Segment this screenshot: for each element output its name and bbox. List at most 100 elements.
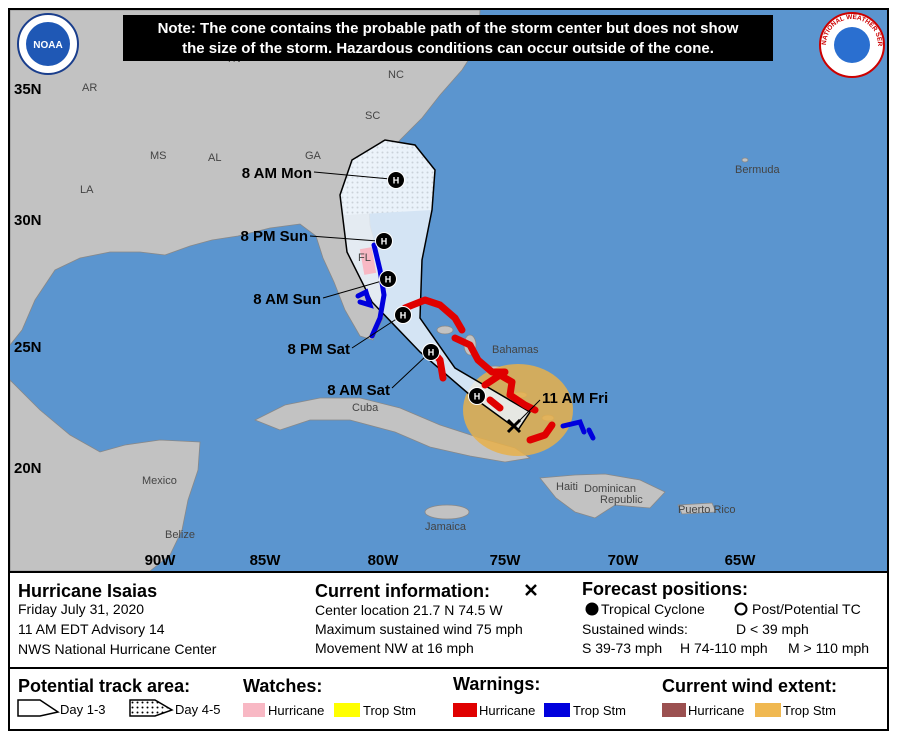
forecast-icon: [379, 270, 397, 288]
legend-item: Trop Stm: [573, 703, 626, 718]
legend-item: Trop Stm: [363, 703, 416, 718]
longitude-label: 85W: [250, 552, 282, 569]
storm-name: Hurricane Isaias: [18, 581, 157, 601]
forecast-time: 8 PM Sun: [240, 228, 308, 245]
latitude-label: 30N: [14, 212, 42, 229]
forecast-line: Sustained winds:: [582, 621, 688, 637]
hurricane-watch-swatch: [243, 703, 265, 717]
noaa-logo-text: NOAA: [33, 40, 62, 51]
forecast-icon: [468, 387, 486, 405]
latitude-label: 25N: [14, 339, 42, 356]
longitude-label: 70W: [608, 552, 640, 569]
trop-storm-wind-swatch: [755, 703, 781, 717]
forecast-icon: [394, 306, 412, 324]
forecast-time: 8 AM Sun: [253, 291, 321, 308]
trop-storm-warnings: [355, 242, 596, 441]
note-line: the size of the storm. Hazardous conditi…: [182, 40, 714, 57]
day13-icon: [17, 699, 60, 717]
hurricane-warning-swatch: [453, 703, 477, 717]
forecast-icon-letter: H: [428, 348, 435, 358]
place-label: GA: [305, 150, 322, 162]
current-line: Maximum sustained wind 75 mph: [315, 621, 523, 637]
day45-icon: [129, 699, 174, 717]
frame: [8, 8, 889, 731]
jamaica: [424, 504, 470, 520]
legend-item: Trop Stm: [783, 703, 836, 718]
place-label: Republic: [600, 494, 643, 506]
legend-title: Potential track area:: [18, 676, 190, 696]
legend-item: Day 4-5: [175, 702, 221, 717]
legend-item: Hurricane: [688, 703, 744, 718]
note-line: Note: The cone contains the probable pat…: [158, 20, 739, 37]
forecast-time: 8 AM Mon: [242, 165, 312, 182]
forecast-icon: [375, 232, 393, 250]
legend-title: Watches:: [243, 676, 322, 696]
forecast-icon-letter: H: [400, 311, 407, 321]
legend-title: Current wind extent:: [662, 676, 837, 696]
place-label: Puerto Rico: [678, 504, 735, 516]
note-box: [123, 15, 773, 61]
hurricane-wind-swatch: [662, 703, 686, 717]
forecast-line: D < 39 mph: [736, 621, 809, 637]
place-label: Bermuda: [735, 164, 781, 176]
forecast-icon-letter: H: [474, 392, 481, 402]
forecast-icon-letter: H: [381, 237, 388, 247]
current-line: Center location 21.7 N 74.5 W: [315, 602, 503, 618]
mexico-land: [10, 379, 201, 571]
current-line: Movement NW at 16 mph: [315, 640, 474, 656]
forecast-line: Post/Potential TC: [752, 601, 861, 617]
forecast-icon-letter: H: [385, 275, 392, 285]
longitude-label: 80W: [368, 552, 400, 569]
trop-storm-warning-swatch: [544, 703, 570, 717]
place-label: Dominican: [584, 483, 636, 495]
info-line: Friday July 31, 2020: [18, 601, 144, 617]
latitude-label: 20N: [14, 460, 42, 477]
forecast-time: 11 AM Fri: [542, 390, 608, 407]
nws-logo-inner: [834, 27, 870, 63]
forecast-icon: [387, 171, 405, 189]
forecast-line: Tropical Cyclone: [601, 601, 705, 617]
label-leaders: [309, 171, 541, 423]
place-label: LA: [80, 184, 94, 196]
longitude-label: 65W: [725, 552, 757, 569]
post-tc-icon: [734, 602, 748, 616]
forecast-icon: [422, 343, 440, 361]
forecast-time: 8 PM Sat: [287, 341, 350, 358]
place-label: Bahamas: [492, 344, 539, 356]
info-line: 11 AM EDT Advisory 14: [18, 621, 165, 637]
hispaniola: [539, 473, 666, 519]
puerto-rico: [677, 502, 717, 515]
legend-title: Warnings:: [453, 674, 540, 694]
longitude-label: 75W: [490, 552, 522, 569]
longitude-label: 90W: [145, 552, 177, 569]
forecast-line: H 74-110 mph: [680, 640, 768, 656]
cuba: [254, 397, 532, 463]
forecast-cone: [339, 139, 532, 432]
place-label: Haiti: [556, 481, 578, 493]
latitude-label: 35N: [14, 81, 42, 98]
place-label: MS: [150, 150, 167, 162]
tropical-icon: [585, 602, 599, 616]
place-label: Belize: [165, 529, 195, 541]
current-x-icon: [525, 584, 537, 596]
place-label: NC: [388, 69, 404, 81]
place-label: Jamaica: [425, 521, 467, 533]
legend-item: Hurricane: [268, 703, 324, 718]
legend-item: Day 1-3: [60, 702, 106, 717]
trop-storm-watch-swatch: [334, 703, 360, 717]
noaa-logo-inner: [26, 22, 70, 66]
forecast-title: Forecast positions:: [582, 579, 748, 599]
forecast-icons: H H H H H H: [375, 171, 486, 405]
place-label: Mexico: [142, 475, 177, 487]
forecast-time: 8 AM Sat: [327, 382, 390, 399]
place-label: Cuba: [352, 402, 379, 414]
info-line: NWS National Hurricane Center: [18, 641, 217, 657]
forecast-icon-letter: H: [393, 176, 400, 186]
place-label: AR: [82, 82, 97, 94]
forecast-line: S 39-73 mph: [582, 640, 662, 656]
current-position: [506, 418, 522, 434]
place-label: FL: [358, 252, 371, 264]
forecast-line: M > 110 mph: [788, 640, 869, 656]
